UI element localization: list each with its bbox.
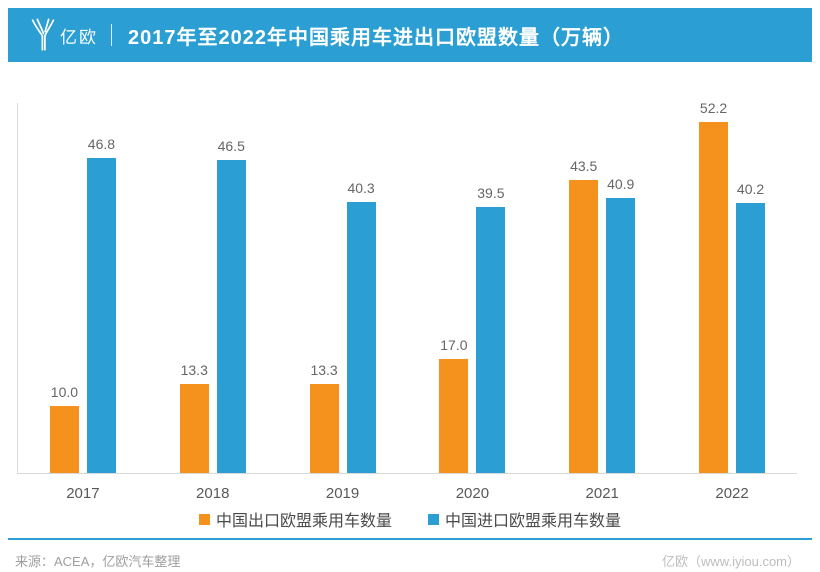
- bar-group-2020: 17.0 39.5 2020: [439, 103, 506, 502]
- logo-text: 亿欧: [60, 27, 98, 47]
- bar-import-2017: 46.8: [86, 136, 116, 473]
- legend-label-import: 中国进口欧盟乘用车数量: [445, 513, 622, 530]
- bar-export-2021: 43.5: [569, 158, 599, 473]
- bar-value-label-export-2017: 10.0: [50, 383, 79, 400]
- header-divider: [111, 24, 112, 46]
- plot-area: 10.0 46.8 2017 13.3 46.5 2018 13.3 40.3 2019 17.0…: [17, 100, 797, 502]
- bar-group-2018: 13.3 46.5 2018: [179, 103, 246, 502]
- bar-value-label-import-2021: 40.9: [607, 175, 635, 192]
- bar-value-label-export-2018: 13.3: [180, 361, 208, 378]
- bar-value-label-import-2018: 46.5: [217, 138, 245, 155]
- x-axis-label-2017: 2017: [66, 485, 100, 502]
- bar-import-2019: 40.3: [346, 180, 376, 473]
- bar-group-2019: 13.3 40.3 2019: [309, 103, 376, 502]
- footer-separator-line: [8, 538, 812, 540]
- source-text: 来源：ACEA，亿欧汽车整理: [15, 554, 181, 569]
- bar-import-2020: 39.5: [476, 185, 506, 473]
- bar-value-label-import-2019: 40.3: [347, 179, 375, 196]
- bar-value-label-import-2022: 40.2: [736, 180, 765, 197]
- bar-export-2019: 13.3: [309, 362, 339, 473]
- bar-value-label-export-2020: 17.0: [440, 336, 468, 353]
- bar-value-label-import-2017: 46.8: [87, 136, 116, 153]
- bar-value-label-export-2021: 43.5: [570, 158, 598, 175]
- x-axis-label-2021: 2021: [585, 485, 619, 502]
- bar-group-2022: 52.2 40.2 2022: [699, 100, 766, 502]
- x-axis-label-2020: 2020: [455, 485, 490, 502]
- bar-export-2022: 52.2: [699, 100, 729, 473]
- legend-item-export: 中国出口欧盟乘用车数量: [198, 507, 392, 531]
- bar-import-2021: 40.9: [606, 176, 636, 473]
- chart-legend: 中国出口欧盟乘用车数量 中国进口欧盟乘用车数量: [0, 507, 820, 531]
- logo: 亿欧: [30, 17, 98, 53]
- bar-export-2017: 10.0: [49, 384, 79, 473]
- bar-export-2020: 17.0: [439, 337, 469, 473]
- page-title: 2017年至2022年中国乘用车进出口欧盟数量（万辆）: [128, 26, 624, 49]
- bar-import-2018: 46.5: [216, 138, 246, 473]
- x-axis-label-2018: 2018: [196, 485, 230, 502]
- legend-item-import: 中国进口欧盟乘用车数量: [428, 507, 621, 531]
- x-axis-label-2022: 2022: [715, 485, 749, 502]
- legend-label-export: 中国出口欧盟乘用车数量: [215, 513, 392, 530]
- bar-import-2022: 40.2: [736, 181, 766, 473]
- bar-value-label-export-2022: 52.2: [699, 99, 728, 116]
- x-axis-label-2019: 2019: [325, 485, 360, 502]
- legend-swatch-export: [198, 513, 210, 525]
- legend-swatch-import: [428, 513, 439, 525]
- bar-value-label-import-2020: 39.5: [477, 185, 505, 202]
- iyiou-logo-icon: [30, 17, 56, 53]
- header-banner: 亿欧 2017年至2022年中国乘用车进出口欧盟数量（万辆）: [8, 8, 812, 62]
- bar-value-label-export-2019: 13.3: [310, 361, 338, 378]
- bar-export-2018: 13.3: [179, 362, 209, 473]
- bar-group-2017: 10.0 46.8 2017: [49, 103, 116, 502]
- credit-text: 亿欧（www.iyiou.com）: [662, 554, 800, 569]
- bar-group-2021: 43.5 40.9 2021: [569, 103, 636, 502]
